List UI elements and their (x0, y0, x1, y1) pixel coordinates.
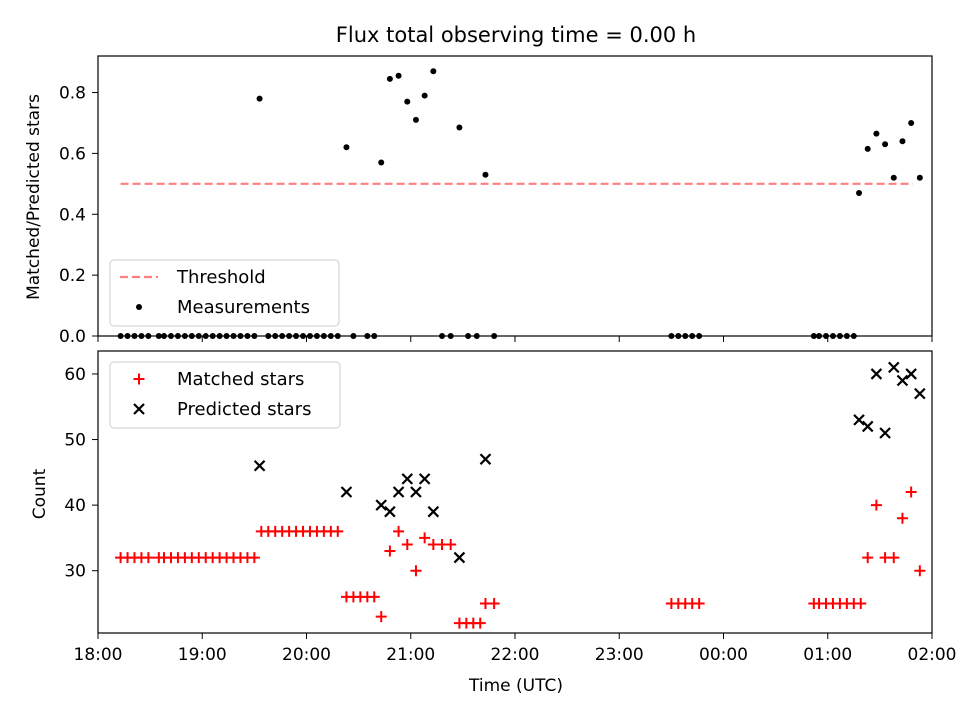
measurement-point: 01:18: 0.47 (856, 189, 863, 196)
y-tick-label: 0.4 (59, 205, 86, 225)
matched-star-point: 01:48: 42 (905, 486, 917, 498)
legend-label-matched-stars: Matched stars (177, 369, 304, 390)
measurement-point: 20:58: 0.77 (404, 98, 411, 105)
measurement-point: 21:03: 0.71 (412, 116, 419, 123)
measurement-point: 01:53: 0.52 (916, 174, 923, 181)
measurement-point: 21:43: 0.53 (482, 171, 489, 178)
predicted-star-point: 21:28: 32 (453, 551, 466, 564)
predicted-star-point: 01:23: 52 (861, 420, 874, 433)
y-tick-label: 0.0 (59, 327, 86, 347)
predicted-star-point: 01:33: 51 (879, 427, 891, 439)
x-tick-label: 20:00 (282, 645, 331, 665)
measurement-point: 01:43: 0.64 (899, 138, 906, 145)
matched-star-point: 20:48: 33 (384, 545, 396, 557)
matched-star-point: 21:23: 34 (445, 538, 457, 550)
legend-label-predicted-stars: Predicted stars (177, 399, 311, 420)
x-axis-label: Time (UTC) (468, 676, 563, 696)
top-y-axis-label: Matched/Predicted stars (24, 94, 44, 300)
predicted-star-point: 21:43: 47 (479, 453, 492, 465)
legend-label-threshold: Threshold (176, 267, 266, 288)
x-tick-label: 21:00 (386, 645, 435, 665)
measurement-point: 19:33: 0.78 (256, 95, 263, 102)
matched-star-point: 23:46: 25 (693, 597, 705, 609)
legend: Threshold Measurements (109, 259, 340, 327)
y-tick-label: 60 (64, 365, 86, 385)
matched-star-point: 01:19: 25 (855, 597, 867, 609)
predicted-star-point: 19:33: 46 (253, 459, 266, 472)
chart-title: Flux total observing time = 0.00 h (336, 23, 696, 47)
legend: Matched stars Predicted stars (109, 361, 341, 429)
predicted-star-point: 20:58: 44 (401, 473, 414, 485)
x-tick-label: 23:00 (595, 645, 644, 665)
predicted-star-point: 20:48: 39 (384, 505, 396, 518)
matched-star-point: 20:39: 26 (368, 591, 380, 603)
matched-star-point: 18:29: 32 (142, 552, 154, 564)
predicted-star-point: 01:18: 53 (853, 414, 865, 426)
bottom-panel: 18:13: 3218:17: 3218:21: 3218:25: 3218:2… (64, 350, 957, 665)
matched-star-point: 20:43: 23 (375, 611, 387, 623)
y-tick-label: 0.8 (59, 84, 86, 104)
predicted-star-point: 20:43: 40 (375, 499, 387, 511)
y-tick-label: 0.2 (59, 266, 86, 286)
x-tick-label: 18:00 (74, 645, 123, 665)
measurement-point: 20:48: 0.845 (386, 75, 393, 82)
predicted-star-point: 21:08: 44 (418, 473, 431, 485)
matched-star-point: 20:58: 34 (401, 538, 413, 550)
legend-swatch-matched-stars (133, 373, 145, 385)
y-tick-label: 40 (64, 496, 86, 516)
matched-star-point: 01:23: 32 (862, 552, 874, 564)
y-tick-label: 0.6 (59, 144, 86, 164)
x-tick-label: 02:00 (908, 645, 957, 665)
predicted-star-point: 01:43: 59 (896, 374, 909, 387)
x-tick-label: 01:00 (803, 645, 852, 665)
matched-star-point: 21:48: 25 (488, 597, 500, 609)
legend-swatch-predicted-stars (133, 403, 145, 415)
measurement-point: 21:28: 0.685 (456, 124, 463, 131)
predicted-star-point: 01:48: 60 (905, 368, 917, 380)
measurement-point: 01:38: 0.52 (890, 174, 897, 181)
measurement-point: 01:48: 0.7 (908, 119, 915, 126)
predicted-star-point: 21:03: 42 (410, 486, 422, 498)
matched-star-point: 20:18: 36 (332, 525, 344, 537)
legend-box (109, 361, 341, 429)
matched-star-point: 01:38: 32 (888, 552, 900, 564)
measurement-point: 20:43: 0.57 (378, 159, 385, 166)
predicted-star-point: 01:28: 60 (870, 368, 883, 380)
predicted-star-point: 20:53: 42 (392, 486, 405, 498)
matched-star-point: 21:40: 22 (474, 617, 486, 629)
measurement-point: 01:28: 0.665 (873, 130, 880, 137)
legend-label-measurements: Measurements (177, 297, 310, 318)
measurement-point: 01:23: 0.615 (864, 145, 871, 152)
measurement-point: 21:08: 0.79 (421, 92, 428, 99)
y-tick-label: 30 (64, 562, 86, 582)
predicted-star-point: 01:38: 61 (887, 361, 900, 374)
matched-star-point: 19:30: 32 (248, 552, 260, 564)
measurement-point: 21:13: 0.87 (430, 68, 437, 75)
matched-star-point: 20:53: 36 (393, 525, 405, 537)
x-tick-label: 19:00 (178, 645, 227, 665)
predicted-star-point: 01:53: 57 (914, 387, 926, 400)
matched-star-point: 21:08: 35 (419, 532, 431, 544)
x-tick-label: 22:00 (491, 645, 540, 665)
predicted-star-point: 21:13: 39 (427, 505, 440, 518)
matched-star-point: 01:28: 40 (870, 499, 882, 511)
measurement-point: 20:23: 0.62 (343, 144, 350, 151)
predicted-star-point: 20:23: 42 (340, 486, 353, 498)
matched-star-point: 21:03: 30 (410, 565, 422, 577)
legend-box (109, 259, 340, 327)
y-tick-label: 50 (64, 431, 86, 451)
matched-star-point: 01:53: 30 (914, 565, 926, 577)
bottom-y-axis-label: Count (30, 468, 50, 519)
measurement-point: 01:33: 0.63 (882, 141, 889, 148)
measurement-point: 20:53: 0.855 (395, 72, 402, 79)
top-panel: 18:13: 018:17: 018:21: 018:25: 018:29: 0… (59, 55, 933, 347)
legend-swatch-measurements (136, 304, 142, 310)
matched-star-point: 01:43: 38 (896, 512, 908, 524)
x-tick-label: 00:00 (699, 645, 748, 665)
